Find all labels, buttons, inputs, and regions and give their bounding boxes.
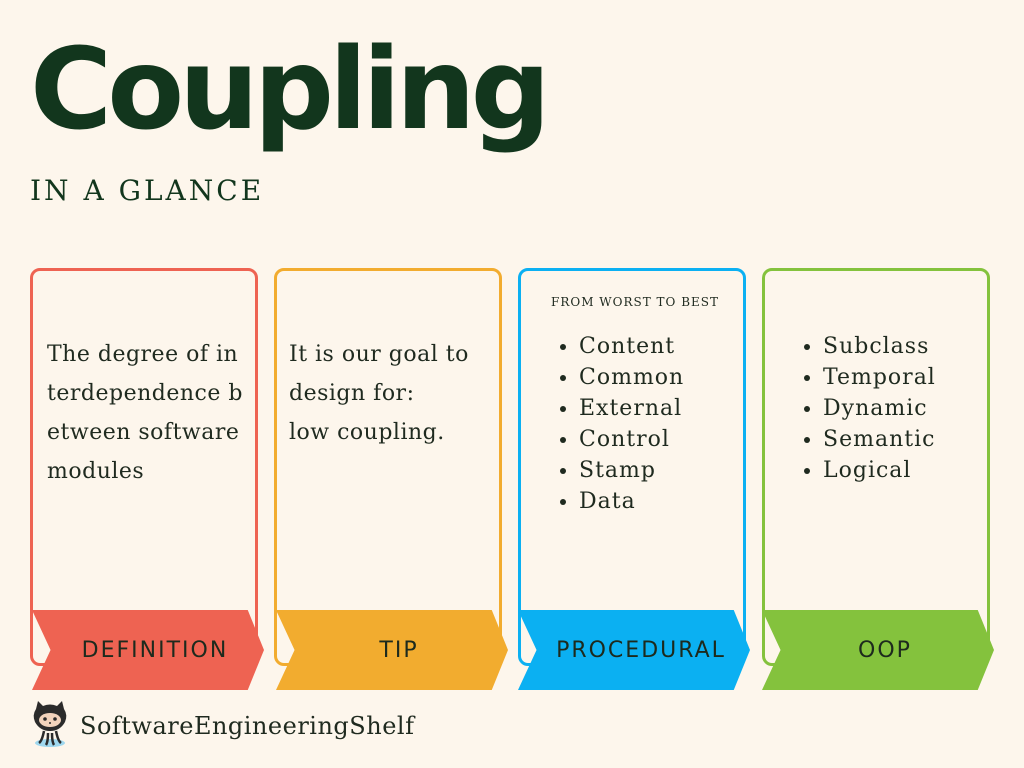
list-item: Logical — [823, 455, 936, 486]
page-title: Coupling — [30, 25, 551, 155]
tip-text-line1: It is our goal to design for: — [289, 342, 469, 406]
tip-banner: TIP — [276, 610, 508, 690]
octocat-icon — [30, 699, 70, 753]
oop-card: Subclass Temporal Dynamic Semantic Logic… — [762, 268, 990, 666]
list-item: Subclass — [823, 331, 936, 362]
brand-name: SoftwareEngineeringShelf — [80, 712, 415, 740]
oop-banner: OOP — [762, 610, 994, 690]
list-item: Control — [579, 424, 684, 455]
list-item: Content — [579, 331, 684, 362]
list-item: Temporal — [823, 362, 936, 393]
page-subtitle: IN A GLANCE — [30, 174, 265, 207]
definition-banner: DEFINITION — [32, 610, 264, 690]
tip-text: It is our goal to design for: low coupli… — [289, 335, 489, 452]
list-item: Dynamic — [823, 393, 936, 424]
oop-list: Subclass Temporal Dynamic Semantic Logic… — [791, 331, 936, 486]
procedural-list: Content Common External Control Stamp Da… — [547, 331, 684, 517]
definition-card: The degree of interdependence between so… — [30, 268, 258, 666]
list-item: Common — [579, 362, 684, 393]
tip-card: It is our goal to design for: low coupli… — [274, 268, 502, 666]
list-item: Stamp — [579, 455, 684, 486]
tip-text-line2: low coupling. — [289, 420, 445, 445]
list-item: Data — [579, 486, 684, 517]
footer: SoftwareEngineeringShelf — [30, 700, 414, 752]
procedural-card: FROM WORST TO BEST Content Common Extern… — [518, 268, 746, 666]
procedural-banner: PROCEDURAL — [518, 610, 750, 690]
definition-text: The degree of interdependence between so… — [47, 342, 243, 484]
list-item: External — [579, 393, 684, 424]
procedural-note: FROM WORST TO BEST — [551, 295, 720, 309]
list-item: Semantic — [823, 424, 936, 455]
